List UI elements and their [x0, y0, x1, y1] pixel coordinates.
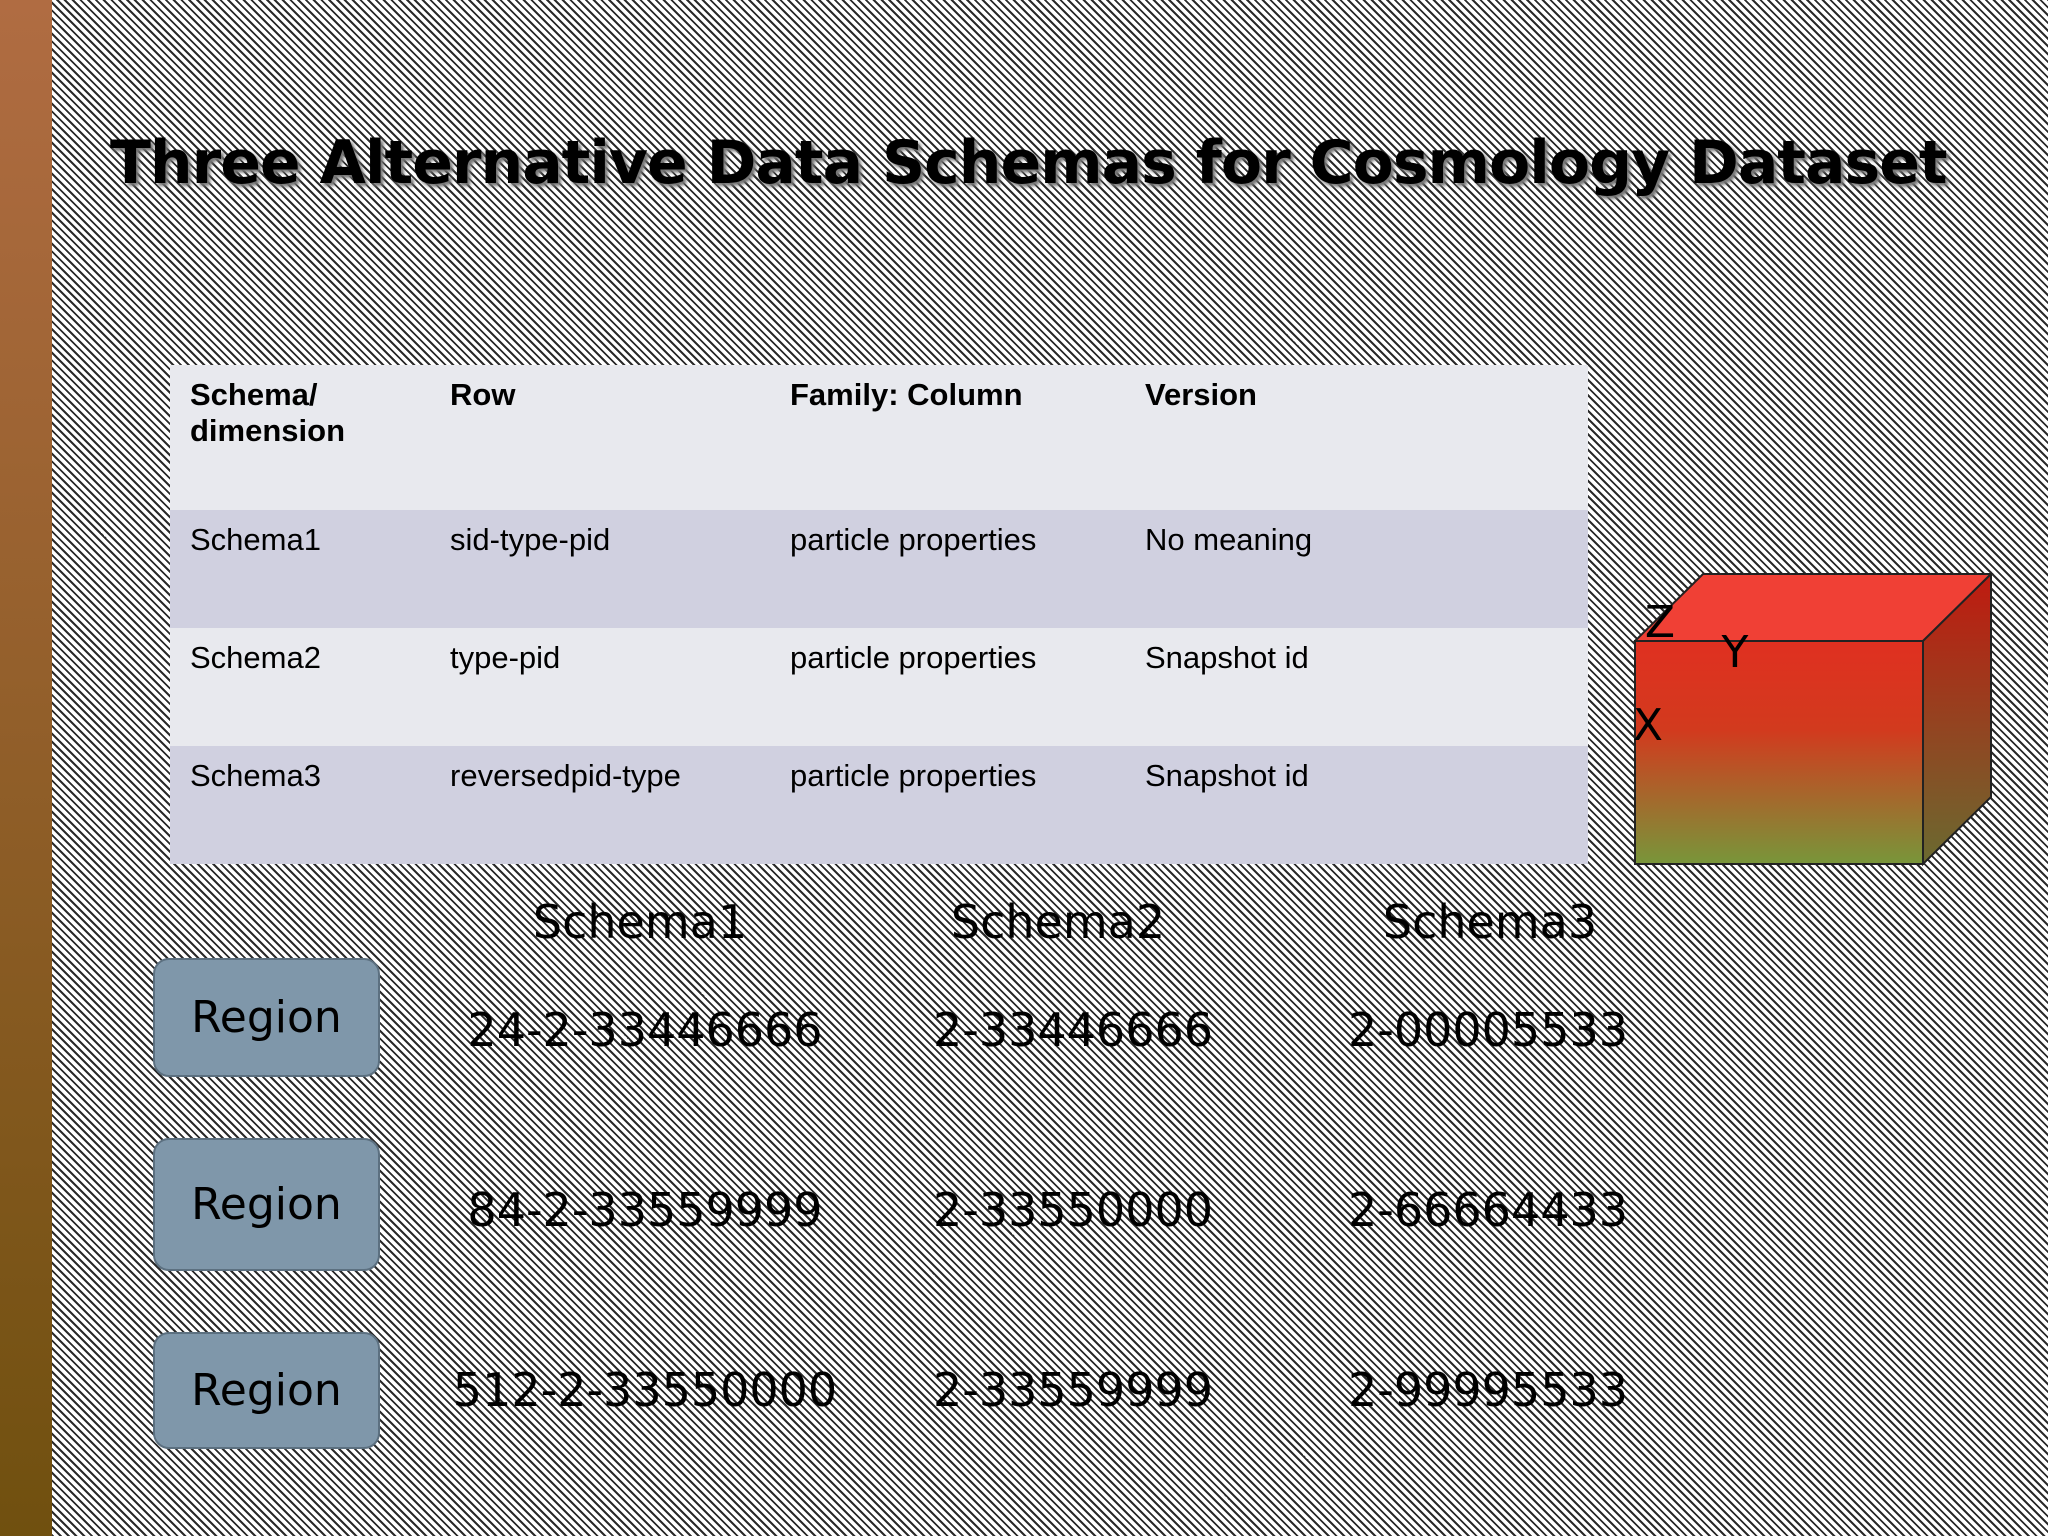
table-cell: Schema2 — [190, 640, 321, 675]
region-box: Region — [153, 1332, 380, 1449]
table-cell: Schema1 — [190, 522, 321, 557]
region-box: Region — [153, 1138, 380, 1271]
table-row: Schema3 reversedpid-type particle properti… — [170, 746, 1588, 864]
row-key: 2-33559999 — [933, 1363, 1213, 1417]
axis-label: Y — [1721, 627, 1749, 678]
schema-heading: Schema2 — [950, 895, 1166, 949]
header-cell: Family: Column — [790, 377, 1023, 412]
table-cell: Snapshot id — [1145, 640, 1309, 675]
header-cell: Schema/ dimension — [190, 377, 346, 448]
table-cell: particle properties — [790, 758, 1037, 793]
row-key: 2-66664433 — [1348, 1183, 1628, 1237]
table-cell: type-pid — [450, 640, 561, 675]
slide-title: Three Alternative Data Schemas for Cosmo… — [110, 128, 1948, 198]
table-cell: particle properties — [790, 640, 1037, 675]
header-cell: Version — [1145, 377, 1257, 412]
side-bar — [0, 0, 52, 1536]
table-row: Schema1 sid-type-pid particle properties No… — [170, 510, 1588, 628]
region-box: Region — [153, 958, 380, 1077]
table-cell: particle properties — [790, 522, 1037, 557]
table-cell: No meaning — [1145, 522, 1313, 557]
table-row: Schema2 type-pid particle properties Snapsh… — [170, 628, 1588, 746]
row-key: 2-33446666 — [933, 1003, 1213, 1057]
cube-front — [1634, 640, 1924, 865]
table-cell: Schema3 — [190, 758, 321, 793]
schema-table: Schema/ dimension Row Family: Column Ver… — [170, 365, 1588, 864]
table-cell: sid-type-pid — [450, 522, 611, 557]
row-key: 24-2-33446666 — [467, 1003, 823, 1057]
row-key: 2-99995533 — [1348, 1363, 1628, 1417]
row-key: 84-2-33559999 — [467, 1183, 823, 1237]
table-cell: Snapshot id — [1145, 758, 1309, 793]
header-row: Schema/ dimension Row Family: Column Ver… — [170, 365, 1588, 510]
schema-heading: Schema1 — [532, 895, 748, 949]
axis-label: Z — [1644, 597, 1676, 648]
axis-label: X — [1632, 700, 1664, 751]
row-key: 2-00005533 — [1348, 1003, 1628, 1057]
schema-heading: Schema3 — [1382, 895, 1598, 949]
header-cell: Row — [450, 377, 516, 412]
table-cell: reversedpid-type — [450, 758, 681, 793]
row-key: 2-33550000 — [933, 1183, 1213, 1237]
row-key: 512-2-33550000 — [452, 1363, 838, 1417]
